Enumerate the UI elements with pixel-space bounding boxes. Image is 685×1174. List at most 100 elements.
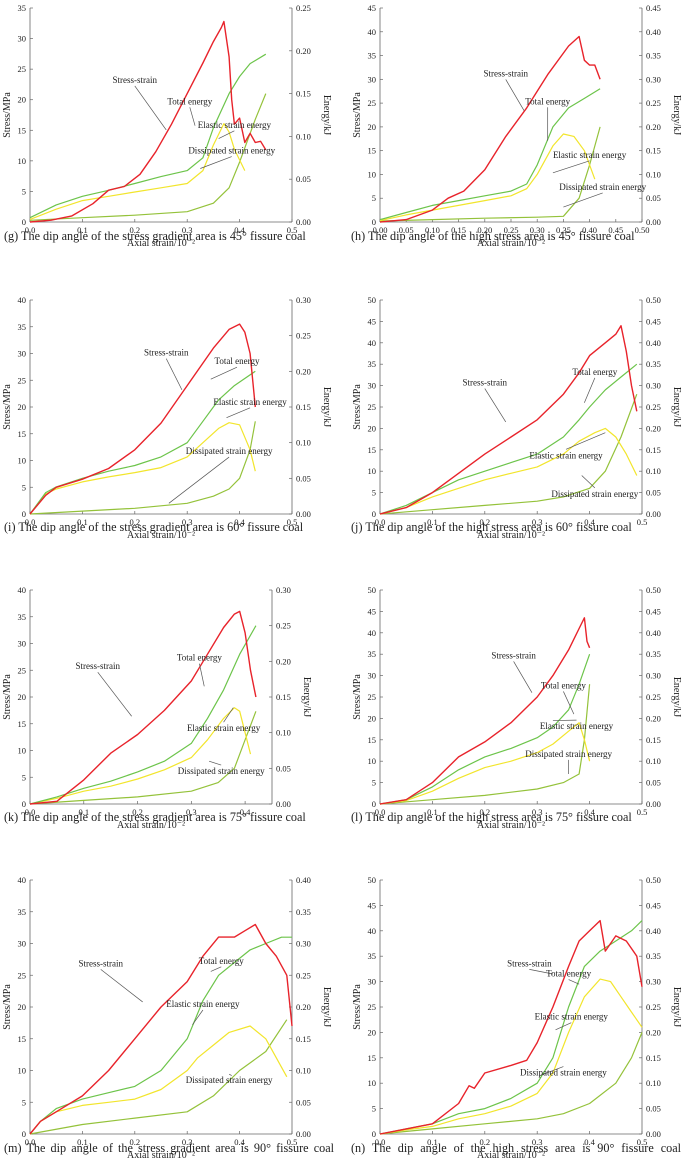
y-tick-label: 35 xyxy=(18,612,27,622)
series-stress-line xyxy=(379,325,638,515)
x-tick-label: 0.3 xyxy=(186,807,197,817)
y2-axis-label: Energy/kJ xyxy=(321,987,332,1027)
series-elastic-line xyxy=(29,707,252,805)
x-tick-label: 0.5 xyxy=(637,807,648,817)
x-axis-label: Axial strain/10⁻² xyxy=(477,530,545,541)
y2-axis-label: Energy/kJ xyxy=(671,95,682,135)
y-tick-label: 10 xyxy=(368,466,377,476)
x-tick-label: 0.3 xyxy=(532,517,543,527)
annotation-stress-strain: Stress-strain xyxy=(78,958,123,968)
y-axis-label: Stress/MPa xyxy=(2,674,13,720)
series-dissipated-line xyxy=(379,1032,643,1135)
y-tick-label: 30 xyxy=(368,381,377,391)
y-tick-label: 10 xyxy=(18,156,27,166)
x-tick-label: 0.00 xyxy=(373,225,388,235)
y-tick-label: 40 xyxy=(368,27,377,37)
annotation-dissipated-strain-energy: Dissipated strain energy xyxy=(186,1075,273,1085)
series-dissipated-line xyxy=(29,1019,288,1135)
y2-tick-label: 0.10 xyxy=(276,728,291,738)
series-total-line xyxy=(29,625,257,805)
annotation-leader xyxy=(555,1022,572,1031)
y-tick-label: 50 xyxy=(368,295,377,305)
y2-tick-label: 0.15 xyxy=(646,735,661,745)
x-tick-label: 0.3 xyxy=(182,225,193,235)
series-elastic-line xyxy=(379,427,638,515)
y2-axis-label: Energy/kJ xyxy=(671,387,682,427)
series-total-line xyxy=(379,654,591,805)
y-tick-label: 25 xyxy=(368,98,377,108)
y2-axis-label: Energy/kJ xyxy=(301,677,312,717)
y-tick-label: 5 xyxy=(22,1097,26,1107)
y-tick-label: 30 xyxy=(368,671,377,681)
annotation-leader xyxy=(584,377,596,403)
y2-tick-label: 0.35 xyxy=(646,649,661,659)
y-axis-label: Stress/MPa xyxy=(352,384,363,430)
y2-tick-label: 0.30 xyxy=(276,585,291,595)
y2-tick-label: 0.45 xyxy=(646,3,661,13)
y-tick-label: 20 xyxy=(368,1027,377,1037)
x-tick-label: 0.2 xyxy=(129,225,140,235)
y-tick-label: 10 xyxy=(18,746,27,756)
y-tick-label: 30 xyxy=(18,34,27,44)
caption-l: (l) The dip angle of the high stress are… xyxy=(351,810,632,824)
y2-tick-label: 0.10 xyxy=(296,438,311,448)
annotation-dissipated-strain-energy: Dissipated strain energy xyxy=(186,446,273,456)
y2-tick-label: 0.00 xyxy=(646,509,661,519)
x-tick-label: 0.30 xyxy=(530,225,545,235)
y2-tick-label: 0.20 xyxy=(646,713,661,723)
y-tick-label: 25 xyxy=(18,375,27,385)
x-tick-label: 0.2 xyxy=(132,807,143,817)
annotation-elastic-strain-energy: Elastic strain energy xyxy=(535,1012,609,1022)
y2-tick-label: 0.10 xyxy=(646,169,661,179)
y2-axis-label: Energy/kJ xyxy=(321,95,332,135)
annotation-leader xyxy=(223,707,234,723)
y2-tick-label: 0.00 xyxy=(276,799,291,809)
x-tick-label: 0.1 xyxy=(427,807,438,817)
x-tick-label: 0.0 xyxy=(25,225,36,235)
y-tick-label: 20 xyxy=(18,692,27,702)
series-total-line xyxy=(29,53,267,219)
series-dissipated-line xyxy=(379,393,638,515)
y-tick-label: 40 xyxy=(368,338,377,348)
x-axis-label: Axial strain/10⁻² xyxy=(477,820,545,831)
caption-h: (h) The dip angle of the high stress are… xyxy=(351,229,635,243)
series-elastic-line xyxy=(29,422,256,515)
y2-tick-label: 0.30 xyxy=(646,74,661,84)
y-tick-label: 20 xyxy=(18,402,27,412)
y-tick-label: 30 xyxy=(18,349,27,359)
x-tick-label: 0.5 xyxy=(287,1137,298,1147)
y-tick-label: 35 xyxy=(368,359,377,369)
y2-tick-label: 0.10 xyxy=(646,1078,661,1088)
x-tick-label: 0.4 xyxy=(584,807,595,817)
y2-tick-label: 0.10 xyxy=(296,131,311,141)
chart-m: 0 5 10 15 20 25 30 35 40 0.00 0.05 0.10 0.15 0.20 0.25… xyxy=(2,875,332,1161)
x-tick-label: 0.4 xyxy=(240,807,251,817)
x-axis-label: Axial strain/10⁻² xyxy=(127,530,195,541)
annotation-elastic-strain-energy: Elastic strain energy xyxy=(198,120,272,130)
y2-tick-label: 0.20 xyxy=(296,1002,311,1012)
series-elastic-line xyxy=(29,1025,288,1135)
y2-tick-label: 0.20 xyxy=(276,656,291,666)
y2-tick-label: 0.25 xyxy=(296,331,311,341)
y2-tick-label: 0.40 xyxy=(296,875,311,885)
y-tick-label: 35 xyxy=(18,3,27,13)
y2-tick-label: 0.20 xyxy=(646,1027,661,1037)
annotation-elastic-strain-energy: Elastic strain energy xyxy=(187,723,261,733)
x-tick-label: 0.5 xyxy=(637,1137,648,1147)
annotation-stress-strain: Stress-strain xyxy=(463,378,508,388)
y2-tick-label: 0.00 xyxy=(646,1129,661,1139)
y-tick-label: 15 xyxy=(368,735,377,745)
x-tick-label: 0.45 xyxy=(608,225,623,235)
annotation-total-energy: Total energy xyxy=(167,96,212,106)
series-stress-line xyxy=(379,35,601,223)
y2-tick-label: 0.30 xyxy=(296,939,311,949)
y2-tick-label: 0.40 xyxy=(646,338,661,348)
y-tick-label: 15 xyxy=(18,1034,27,1044)
caption-i: (i) The dip angle of the stress gradient… xyxy=(4,520,304,534)
series-dissipated-line xyxy=(29,711,257,805)
y-tick-label: 45 xyxy=(368,606,377,616)
x-tick-label: 0.1 xyxy=(427,1137,438,1147)
x-tick-label: 0.2 xyxy=(479,517,490,527)
annotation-elastic-strain-energy: Elastic strain energy xyxy=(553,150,627,160)
y2-tick-label: 0.35 xyxy=(296,907,311,917)
